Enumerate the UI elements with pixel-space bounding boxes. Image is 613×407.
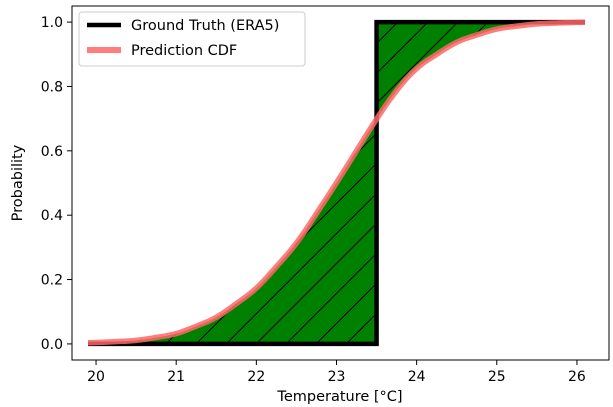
y-tick-label: 0.8 <box>41 79 63 95</box>
series-line-prediction-cdf <box>87 19 586 346</box>
x-tick-label: 26 <box>568 369 586 385</box>
x-tick-label: 24 <box>408 369 426 385</box>
y-tick-label: 1.0 <box>41 15 63 31</box>
y-tick-label: 0.4 <box>41 208 63 224</box>
legend: Ground Truth (ERA5) Prediction CDF <box>78 11 306 67</box>
y-tick-label: 0.6 <box>41 144 63 160</box>
x-tick-label: 22 <box>247 369 265 385</box>
plot-content <box>87 19 586 347</box>
x-tick-label: 20 <box>87 369 105 385</box>
y-tick-label: 0.2 <box>41 273 63 289</box>
x-axis-label: Temperature [°C] <box>276 389 402 405</box>
series-line-ground-truth <box>88 19 585 347</box>
legend-label-ground-truth: Ground Truth (ERA5) <box>131 18 279 34</box>
y-axis-ticks: 0.0 0.2 0.4 0.6 0.8 1.0 <box>41 15 72 353</box>
axes-frame <box>71 5 610 361</box>
x-tick-label: 23 <box>328 369 346 385</box>
y-axis-label: Probability <box>10 144 26 221</box>
x-tick-label: 25 <box>488 369 506 385</box>
legend-box <box>78 11 306 67</box>
legend-label-prediction-cdf: Prediction CDF <box>131 43 237 59</box>
x-tick-label: 21 <box>167 369 185 385</box>
y-tick-label: 0.0 <box>41 337 63 353</box>
x-axis-ticks: 20 21 22 23 24 25 26 <box>87 360 586 385</box>
